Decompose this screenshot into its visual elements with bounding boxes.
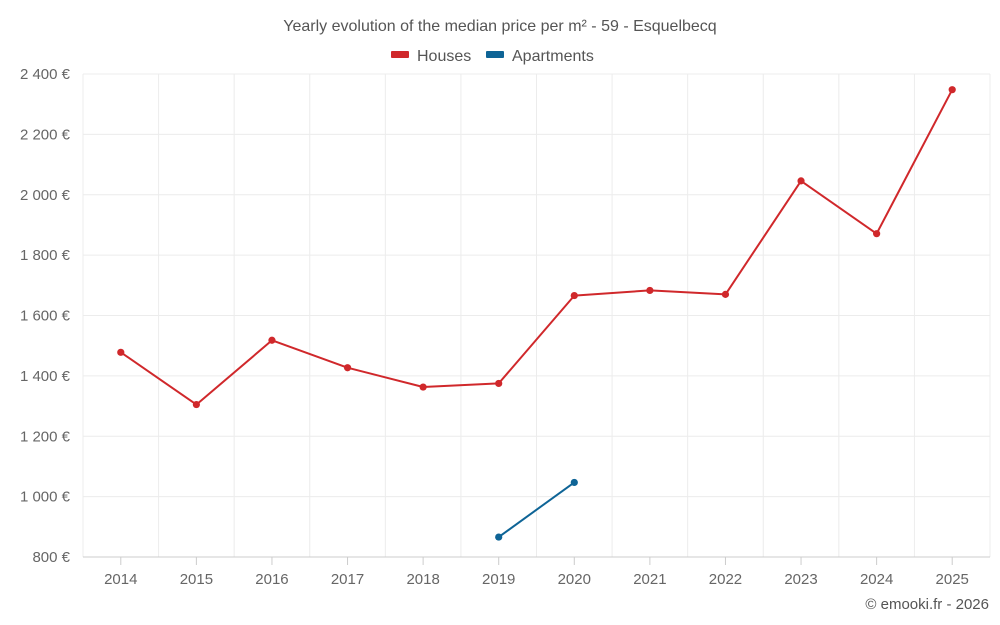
houses-data-point[interactable] bbox=[268, 336, 276, 344]
apartments-series-line bbox=[498, 481, 575, 538]
x-tick-label: 2023 bbox=[784, 571, 817, 588]
houses-data-point[interactable] bbox=[873, 230, 881, 238]
houses-data-point[interactable] bbox=[570, 291, 578, 300]
legend-item-houses[interactable]: Houses bbox=[391, 48, 471, 65]
x-tick-label: 2025 bbox=[936, 571, 969, 588]
x-tick-label: 2021 bbox=[633, 571, 666, 588]
legend-label: Houses bbox=[417, 48, 471, 65]
y-tick-label: 1 000 € bbox=[20, 489, 71, 506]
y-tick-label: 2 400 € bbox=[20, 66, 71, 83]
grid bbox=[82, 73, 991, 557]
y-tick-label: 2 000 € bbox=[20, 187, 71, 204]
y-tick-label: 1 800 € bbox=[20, 247, 71, 264]
x-tick-label: 2016 bbox=[255, 571, 288, 588]
houses-series-line bbox=[120, 89, 954, 406]
legend-label: Apartments bbox=[512, 48, 594, 65]
x-tick-label: 2018 bbox=[406, 571, 439, 588]
legend: Houses Apartments bbox=[391, 48, 594, 65]
houses-data-point[interactable] bbox=[797, 177, 805, 185]
houses-data-point[interactable] bbox=[192, 400, 200, 409]
y-tick-label: 1 400 € bbox=[20, 368, 71, 385]
x-tick-label: 2014 bbox=[104, 571, 137, 588]
x-tick-label: 2024 bbox=[860, 571, 893, 588]
x-tick-label: 2015 bbox=[180, 571, 213, 588]
houses-data-point[interactable] bbox=[948, 86, 956, 94]
legend-swatch bbox=[486, 51, 504, 58]
y-tick-label: 2 200 € bbox=[20, 126, 71, 143]
legend-swatch bbox=[391, 51, 409, 58]
houses-data-point[interactable] bbox=[343, 364, 352, 372]
series-layer bbox=[117, 86, 956, 541]
y-tick-label: 1 200 € bbox=[20, 428, 71, 445]
x-tick-label: 2022 bbox=[709, 571, 742, 588]
x-tick-label: 2017 bbox=[331, 571, 364, 588]
y-tick-label: 1 600 € bbox=[20, 308, 71, 325]
apartments-data-point[interactable] bbox=[570, 478, 578, 487]
houses-data-point[interactable] bbox=[117, 348, 125, 356]
axes: 800 € 1 000 € 1 200 € 1 400 € 1 600 € 1 800 €… bbox=[20, 66, 990, 588]
houses-data-point[interactable] bbox=[419, 383, 427, 391]
houses-data-point[interactable] bbox=[721, 290, 730, 298]
chart-title: Yearly evolution of the median price per… bbox=[283, 18, 716, 35]
x-tick-label: 2019 bbox=[482, 571, 515, 588]
houses-data-point[interactable] bbox=[495, 379, 503, 388]
credit-text: © emooki.fr - 2026 bbox=[865, 596, 989, 613]
apartments-data-point[interactable] bbox=[495, 533, 503, 541]
y-tick-label: 800 € bbox=[32, 549, 70, 566]
legend-item-apartments[interactable]: Apartments bbox=[486, 48, 594, 65]
x-tick-label: 2020 bbox=[558, 571, 591, 588]
houses-data-point[interactable] bbox=[646, 286, 654, 295]
